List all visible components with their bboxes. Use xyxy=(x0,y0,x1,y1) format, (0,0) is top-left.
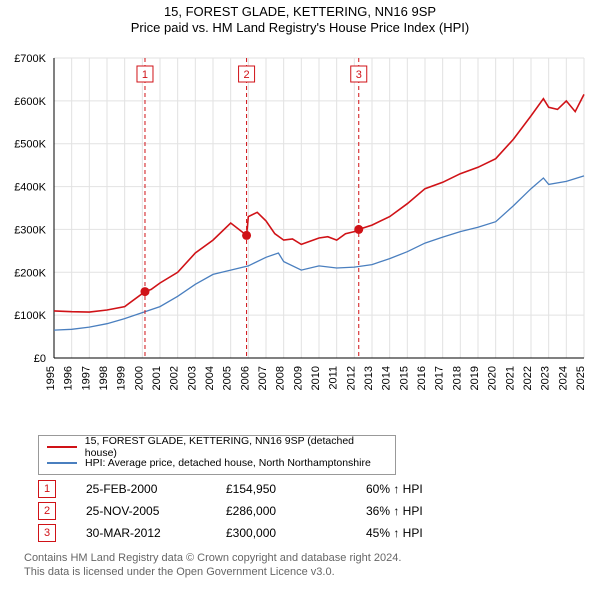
svg-text:£100K: £100K xyxy=(14,310,46,322)
sale-hpi-diff: 60% ↑ HPI xyxy=(366,482,486,496)
licence-line: Contains HM Land Registry data © Crown c… xyxy=(24,552,401,566)
svg-text:2008: 2008 xyxy=(275,366,287,390)
sale-date: 30-MAR-2012 xyxy=(86,526,226,540)
svg-text:£700K: £700K xyxy=(14,53,46,65)
page-title: 15, FOREST GLADE, KETTERING, NN16 9SP xyxy=(0,4,600,19)
licence-notice: Contains HM Land Registry data © Crown c… xyxy=(24,552,401,580)
svg-text:2005: 2005 xyxy=(222,366,234,390)
svg-text:2: 2 xyxy=(244,69,250,81)
svg-text:2023: 2023 xyxy=(540,366,552,390)
legend-label: 15, FOREST GLADE, KETTERING, NN16 9SP (d… xyxy=(85,435,387,459)
sale-price: £286,000 xyxy=(226,504,366,518)
sale-row: 1 25-FEB-2000 £154,950 60% ↑ HPI xyxy=(38,478,486,500)
svg-text:1995: 1995 xyxy=(45,366,57,390)
svg-text:2019: 2019 xyxy=(469,366,481,390)
svg-text:2003: 2003 xyxy=(186,366,198,390)
svg-text:2009: 2009 xyxy=(292,366,304,390)
svg-text:2014: 2014 xyxy=(381,366,393,390)
sale-date: 25-NOV-2005 xyxy=(86,504,226,518)
price-chart: £0 £100K £200K £300K £400K £500K £600K £700K 1 2 3… xyxy=(0,48,600,428)
svg-text:£300K: £300K xyxy=(14,224,46,236)
licence-line: This data is licensed under the Open Gov… xyxy=(24,566,401,580)
svg-text:2018: 2018 xyxy=(451,366,463,390)
page-subtitle: Price paid vs. HM Land Registry's House … xyxy=(0,20,600,35)
sale-marker-icon: 2 xyxy=(38,502,56,520)
sale-hpi-diff: 36% ↑ HPI xyxy=(366,504,486,518)
svg-text:2017: 2017 xyxy=(434,366,446,390)
svg-text:2022: 2022 xyxy=(522,366,534,390)
svg-text:2011: 2011 xyxy=(328,366,340,390)
chart-legend: 15, FOREST GLADE, KETTERING, NN16 9SP (d… xyxy=(38,435,396,475)
svg-text:2016: 2016 xyxy=(416,366,428,390)
legend-label: HPI: Average price, detached house, Nort… xyxy=(85,457,371,469)
legend-item-property: 15, FOREST GLADE, KETTERING, NN16 9SP (d… xyxy=(47,439,387,455)
svg-text:£0: £0 xyxy=(34,353,46,365)
svg-text:2013: 2013 xyxy=(363,366,375,390)
svg-text:2020: 2020 xyxy=(487,366,499,390)
svg-text:1999: 1999 xyxy=(116,366,128,390)
svg-text:2006: 2006 xyxy=(239,366,251,390)
legend-item-hpi: HPI: Average price, detached house, Nort… xyxy=(47,455,387,471)
svg-text:1: 1 xyxy=(142,69,148,81)
svg-text:1997: 1997 xyxy=(80,366,92,390)
sale-row: 2 25-NOV-2005 £286,000 36% ↑ HPI xyxy=(38,500,486,522)
sale-price: £154,950 xyxy=(226,482,366,496)
sale-date: 25-FEB-2000 xyxy=(86,482,226,496)
svg-text:£600K: £600K xyxy=(14,96,46,108)
svg-text:2024: 2024 xyxy=(557,366,569,390)
svg-text:2012: 2012 xyxy=(345,366,357,390)
svg-text:1998: 1998 xyxy=(98,366,110,390)
sales-table: 1 25-FEB-2000 £154,950 60% ↑ HPI 2 25-NO… xyxy=(38,478,486,544)
sale-marker-icon: 3 xyxy=(38,524,56,542)
svg-text:2000: 2000 xyxy=(133,366,145,390)
svg-text:2001: 2001 xyxy=(151,366,163,390)
svg-text:£200K: £200K xyxy=(14,267,46,279)
svg-text:2021: 2021 xyxy=(504,366,516,390)
sale-hpi-diff: 45% ↑ HPI xyxy=(366,526,486,540)
svg-text:2025: 2025 xyxy=(575,366,587,390)
sale-price: £300,000 xyxy=(226,526,366,540)
svg-text:2004: 2004 xyxy=(204,366,216,390)
svg-text:3: 3 xyxy=(356,69,362,81)
svg-text:2015: 2015 xyxy=(398,366,410,390)
svg-text:2007: 2007 xyxy=(257,366,269,390)
svg-text:£500K: £500K xyxy=(14,139,46,151)
svg-text:1996: 1996 xyxy=(63,366,75,390)
sale-marker-icon: 1 xyxy=(38,480,56,498)
svg-text:2010: 2010 xyxy=(310,366,322,390)
svg-text:£400K: £400K xyxy=(14,182,46,194)
sale-row: 3 30-MAR-2012 £300,000 45% ↑ HPI xyxy=(38,522,486,544)
svg-text:2002: 2002 xyxy=(169,366,181,390)
